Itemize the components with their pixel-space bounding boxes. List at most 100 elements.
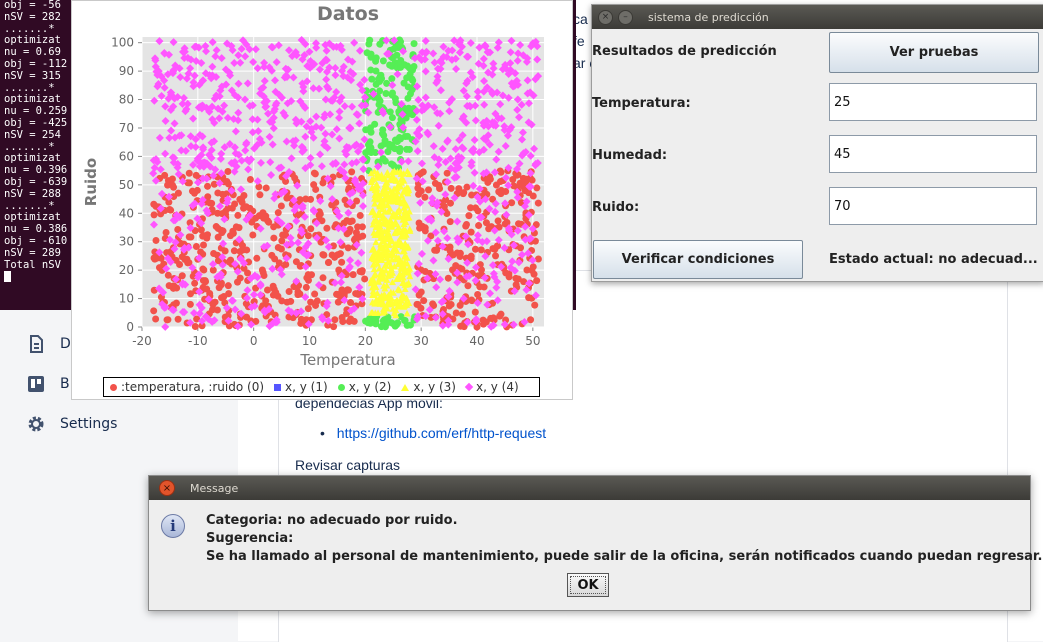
deps-link-item[interactable]: • https://github.com/erf/http-request: [320, 425, 546, 441]
data-point: [389, 161, 397, 169]
data-point: [425, 186, 433, 194]
data-point: [349, 70, 358, 79]
data-point: [459, 190, 467, 198]
data-point: [417, 187, 425, 195]
message-line-1: Categoria: no adecuado por ruido.: [206, 513, 458, 528]
data-point: [192, 243, 200, 251]
data-point: [331, 71, 340, 80]
data-point: [324, 316, 333, 325]
message-dialog[interactable]: × Message i Categoria: no adecuado por r…: [148, 475, 1042, 611]
data-point: [330, 278, 339, 287]
data-point: [369, 276, 377, 283]
data-point: [245, 157, 254, 166]
data-point: [488, 89, 497, 98]
legend-marker-circle: [110, 383, 117, 391]
data-point: [344, 244, 352, 252]
data-point: [417, 288, 425, 296]
data-point: [217, 54, 226, 63]
data-point: [286, 233, 295, 242]
data-point: [433, 109, 442, 118]
data-point: [368, 75, 376, 83]
data-point: [298, 55, 307, 64]
data-point: [380, 175, 388, 182]
terminal-window[interactable]: obj = -56 nSV = 282 .......* optimizat nu = …: [0, 0, 85, 310]
prediction-window[interactable]: × – sistema de predicción Resultados de …: [591, 4, 1043, 282]
minimize-icon[interactable]: –: [618, 9, 633, 25]
data-point: [297, 36, 306, 45]
data-point: [240, 192, 248, 200]
data-point: [346, 306, 355, 315]
data-point: [413, 147, 422, 156]
data-point: [525, 279, 534, 288]
data-point: [353, 197, 361, 205]
data-point: [176, 261, 184, 269]
data-point: [321, 55, 330, 64]
data-point: [178, 177, 187, 186]
data-point: [366, 36, 374, 44]
dialog-titlebar[interactable]: × Message: [149, 476, 1030, 500]
data-point: [479, 134, 488, 143]
data-point: [522, 57, 531, 66]
noise-input[interactable]: [829, 187, 1037, 225]
text-fragment: fe: [573, 33, 585, 49]
data-point: [224, 204, 232, 212]
data-point: [389, 251, 397, 258]
data-point: [394, 303, 402, 310]
message-line-2: Sugerencia:: [206, 531, 294, 546]
data-point: [317, 313, 326, 322]
sidebar-item-settings[interactable]: Settings: [26, 414, 117, 434]
verificar-condiciones-button[interactable]: Verificar condiciones: [593, 240, 803, 279]
data-point: [220, 101, 229, 110]
data-point: [234, 211, 242, 219]
sidebar-item-board[interactable]: B: [26, 374, 70, 394]
data-point: [195, 309, 204, 318]
close-icon[interactable]: ×: [598, 9, 613, 25]
data-point: [431, 270, 440, 279]
data-point: [149, 156, 158, 165]
data-point: [433, 236, 442, 245]
data-point: [250, 144, 259, 153]
titlebar[interactable]: × – sistema de predicción: [592, 5, 1043, 29]
sidebar-item-docs[interactable]: D: [26, 334, 71, 354]
data-point: [513, 226, 522, 235]
data-point: [162, 264, 171, 273]
data-point: [460, 323, 468, 331]
data-point: [410, 63, 418, 71]
data-point: [241, 52, 250, 61]
data-point: [332, 87, 341, 96]
data-point: [450, 173, 459, 182]
data-point: [208, 62, 217, 71]
ok-button[interactable]: OK: [567, 573, 609, 597]
data-point: [338, 258, 346, 266]
data-point: [279, 231, 287, 239]
data-point: [297, 319, 305, 327]
data-point: [352, 158, 361, 167]
data-point: [418, 177, 427, 186]
data-point: [197, 303, 206, 312]
data-point: [502, 210, 511, 219]
data-point: [215, 202, 224, 211]
humidity-input[interactable]: [829, 135, 1037, 173]
data-point: [527, 120, 536, 129]
temperature-input[interactable]: [829, 83, 1037, 121]
data-point: [165, 133, 174, 142]
data-point: [218, 294, 226, 302]
data-point: [328, 201, 336, 209]
data-point: [447, 184, 455, 192]
data-point: [421, 67, 430, 76]
data-point: [417, 249, 426, 258]
data-point: [417, 159, 426, 168]
data-point: [337, 93, 346, 102]
ver-pruebas-button[interactable]: Ver pruebas: [829, 32, 1039, 73]
data-point: [155, 133, 164, 142]
chart-window[interactable]: -20 -10 0 10 20 30 40 50 0 10 20 30 40 50 60 70 80 90 100 D…: [71, 0, 573, 400]
close-icon[interactable]: ×: [159, 480, 175, 496]
data-point: [525, 182, 534, 191]
github-link[interactable]: https://github.com/erf/http-request: [336, 425, 547, 441]
data-point: [334, 251, 342, 259]
data-point: [504, 181, 513, 190]
data-point: [473, 87, 482, 96]
data-point: [398, 110, 407, 119]
data-point: [360, 135, 369, 144]
data-point: [531, 37, 540, 46]
